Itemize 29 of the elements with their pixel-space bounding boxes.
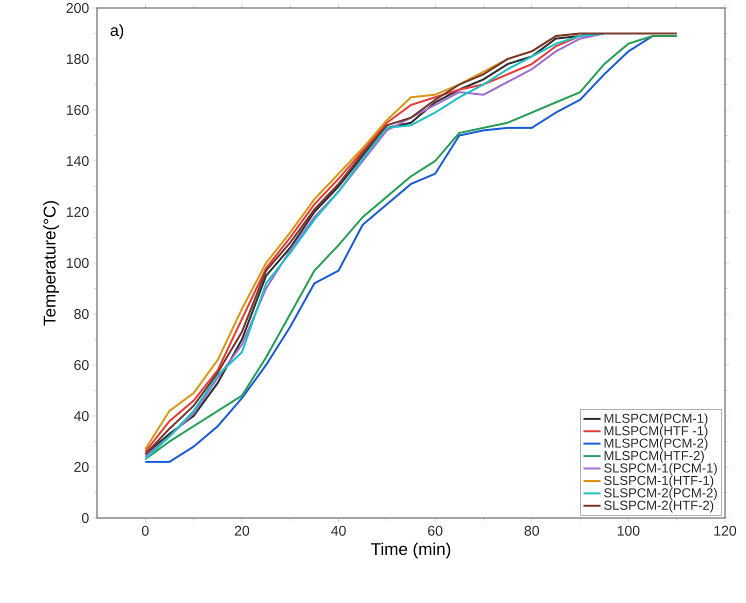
x-tick-label: 60 [428, 526, 442, 536]
y-tick-label: 80 [74, 309, 89, 319]
x-axis-title: Time (min) [371, 542, 450, 558]
x-tick-label: 40 [331, 526, 346, 536]
legend-label: MLSPCM(PCM-2) [604, 438, 708, 450]
x-tick-label: 100 [618, 526, 640, 536]
y-tick-label: 160 [66, 105, 89, 115]
x-tick-label: 20 [234, 526, 250, 536]
y-tick-label: 140 [66, 156, 89, 166]
y-tick-label: 200 [66, 3, 89, 13]
legend-label: SLSPCM-2(HTF-2) [604, 500, 714, 512]
legend-label: SLSPCM-1(PCM-1) [604, 463, 717, 476]
y-tick-label: 180 [66, 54, 89, 64]
legend-label: SLSPCM-2(PCM-2) [604, 488, 717, 500]
y-axis-title: Temperature(°C) [43, 201, 59, 326]
legend-label: MLSPCM(HTF-2) [604, 450, 704, 463]
legend-label: MLSPCM(HTF -1) [604, 426, 708, 438]
y-tick-label: 120 [66, 207, 89, 217]
annotation: a) [110, 24, 124, 40]
x-tick-label: 80 [524, 526, 540, 536]
y-tick-label: 0 [82, 513, 89, 523]
y-tick-label: 60 [74, 360, 89, 370]
legend-label: MLSPCM(PCM-1) [604, 413, 708, 426]
legend-label: SLSPCM-1(HTF-1) [604, 475, 714, 488]
y-tick-label: 100 [66, 258, 89, 268]
y-tick-label: 20 [74, 462, 89, 472]
x-tick-label: 0 [142, 526, 149, 536]
x-tick-label: 120 [714, 526, 736, 536]
y-tick-label: 40 [74, 411, 89, 421]
